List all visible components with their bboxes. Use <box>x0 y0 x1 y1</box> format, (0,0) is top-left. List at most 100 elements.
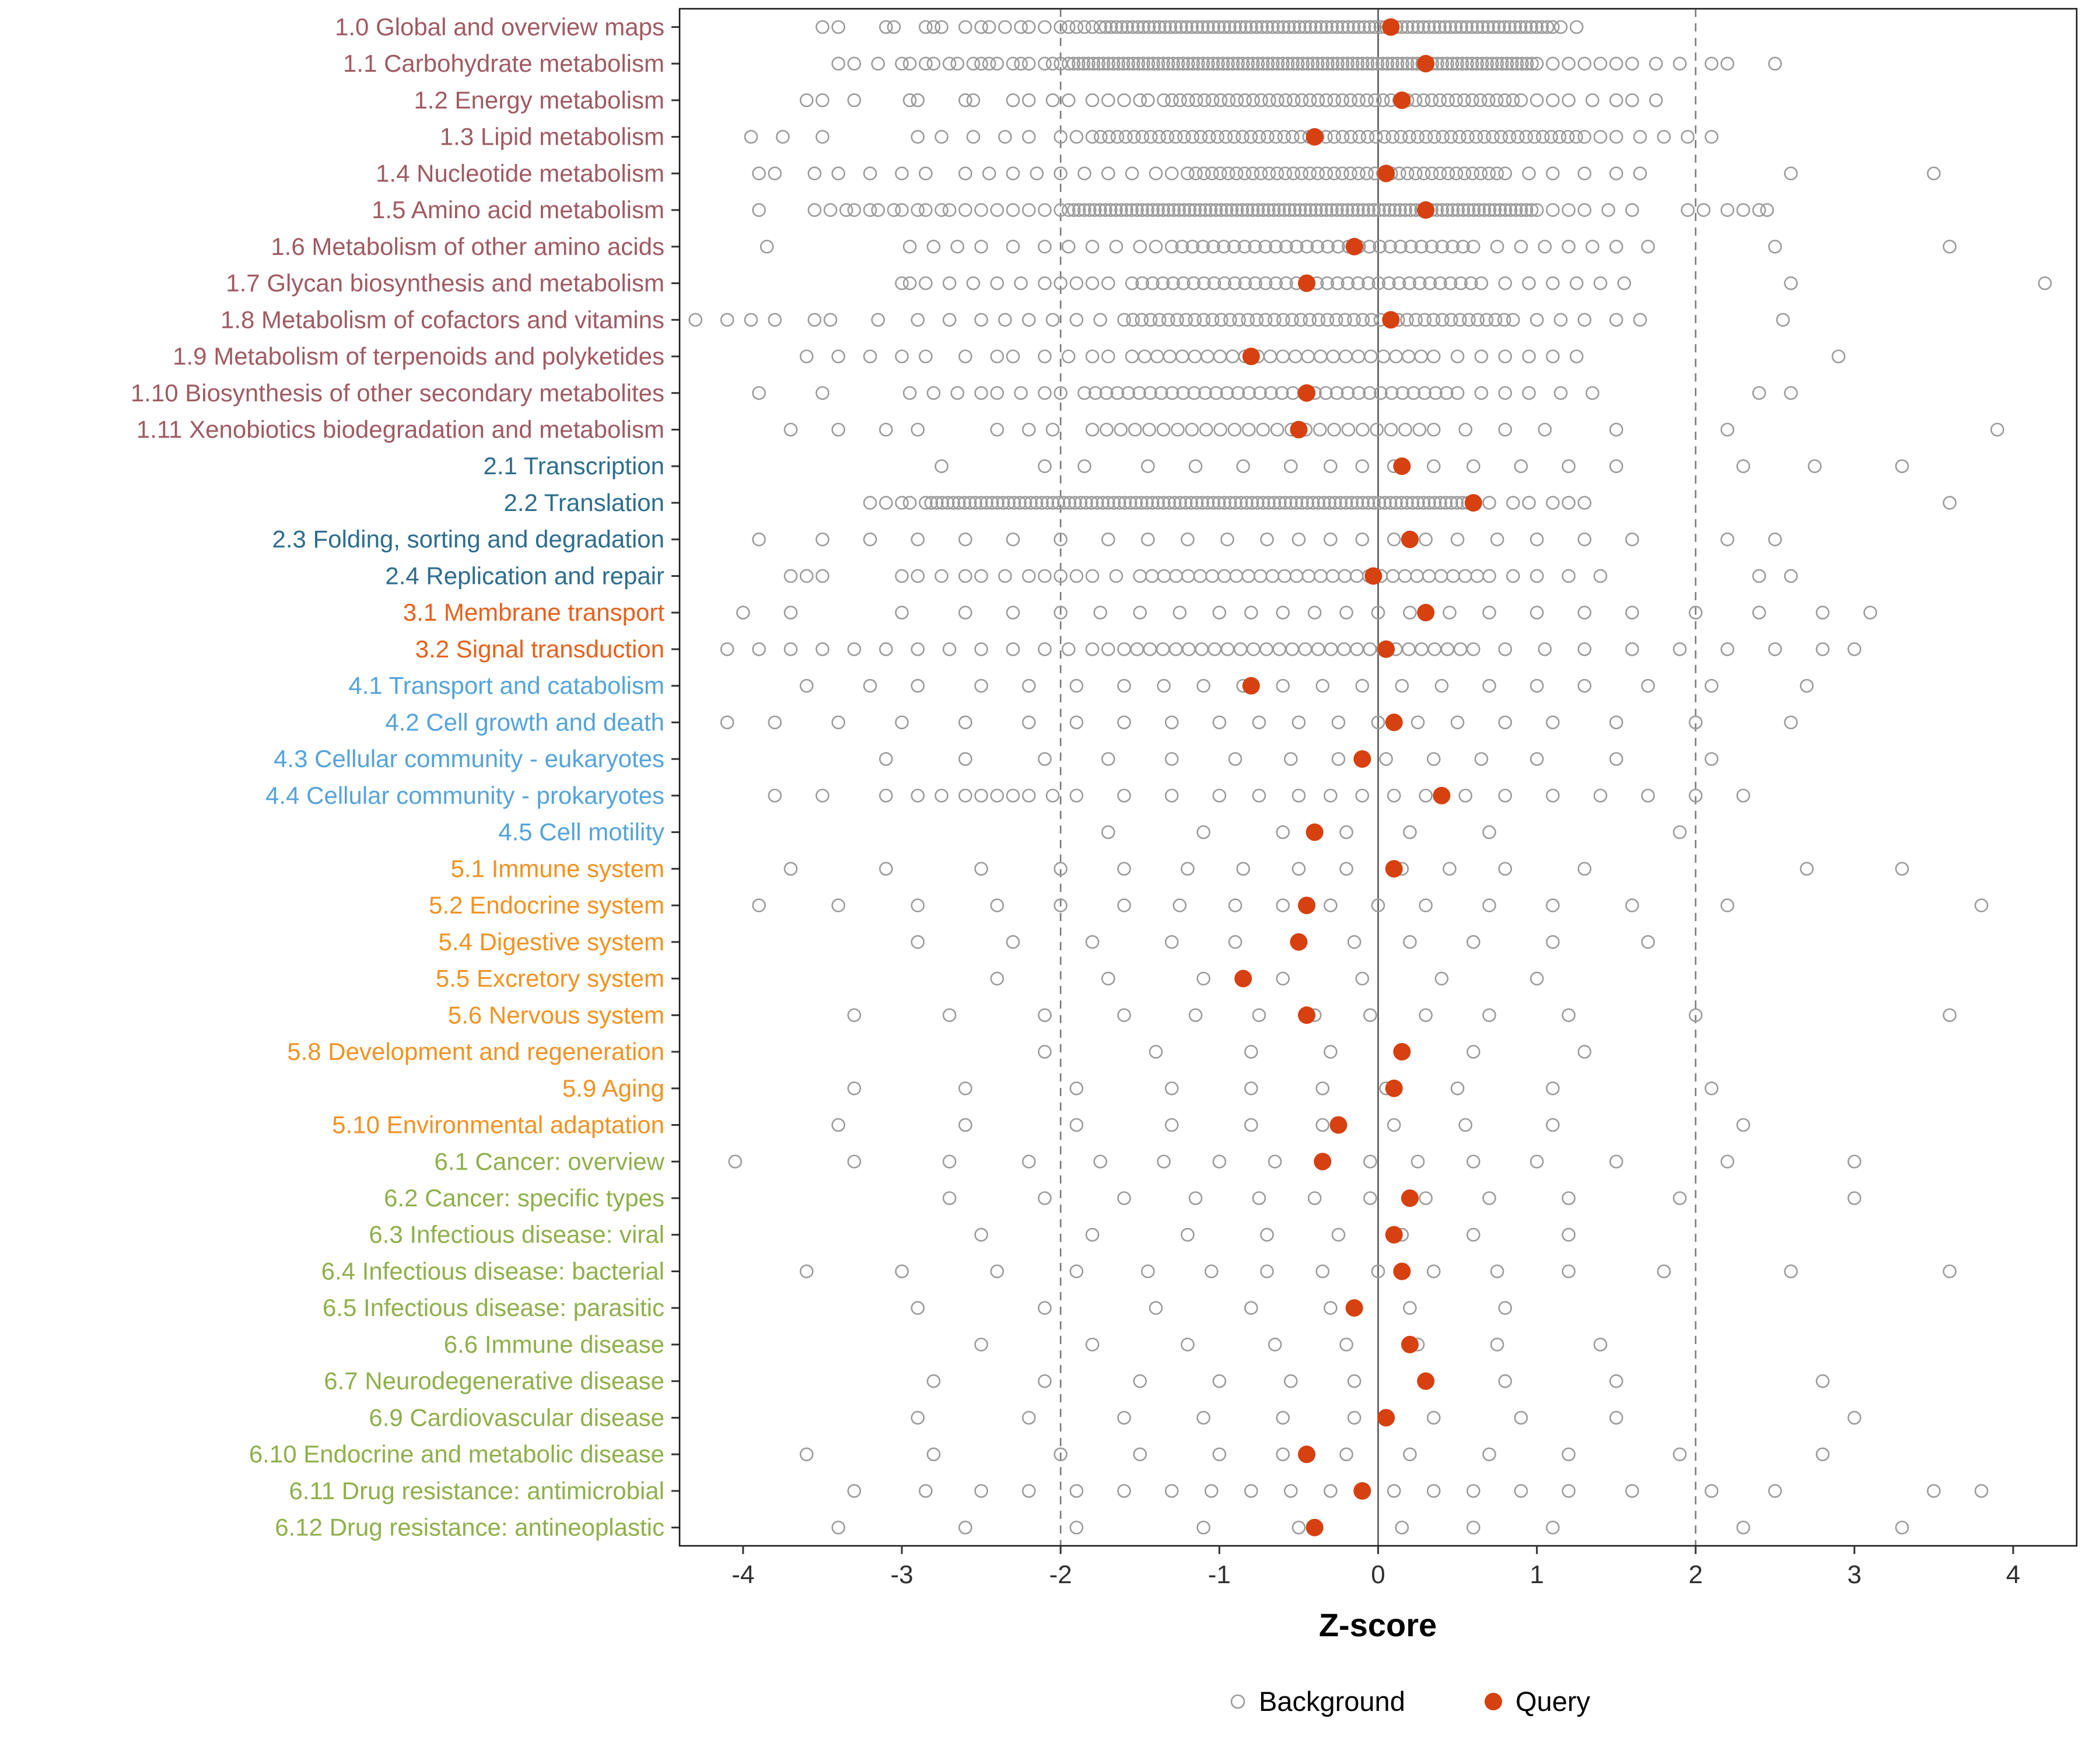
background-point <box>1006 606 1020 620</box>
background-point <box>1418 313 1432 327</box>
background-point <box>1204 1484 1219 1498</box>
background-point <box>1133 1374 1147 1388</box>
query-point <box>1306 128 1324 146</box>
background-point <box>1213 422 1227 437</box>
background-point <box>1345 496 1359 510</box>
background-point <box>1038 1374 1052 1388</box>
background-point <box>1200 496 1215 510</box>
background-point <box>1416 93 1431 107</box>
background-point <box>1121 57 1136 71</box>
background-point <box>1514 93 1528 107</box>
background-point <box>942 57 957 71</box>
background-point <box>1927 1484 1941 1498</box>
background-point <box>1181 93 1195 107</box>
background-point <box>1482 678 1496 693</box>
background-point <box>1609 130 1623 144</box>
background-point <box>1444 130 1458 144</box>
background-point <box>1458 569 1472 583</box>
background-point <box>1515 57 1529 71</box>
background-point <box>1077 386 1091 400</box>
background-point <box>990 789 1005 803</box>
background-point <box>1256 203 1270 217</box>
background-point <box>1171 57 1185 71</box>
background-point <box>911 422 925 437</box>
background-point <box>1187 386 1201 400</box>
background-point <box>1609 1374 1623 1388</box>
background-point <box>1228 935 1242 949</box>
background-point <box>1760 203 1774 217</box>
background-point <box>1088 386 1102 400</box>
background-point <box>1294 313 1308 327</box>
background-point <box>1497 20 1511 34</box>
background-point <box>1130 642 1144 656</box>
background-point <box>831 1118 845 1132</box>
background-point <box>958 349 972 363</box>
background-point <box>847 1484 862 1498</box>
background-point <box>1400 313 1414 327</box>
background-point <box>1069 1484 1084 1498</box>
background-point <box>1067 203 1081 217</box>
background-point <box>958 166 972 181</box>
background-point <box>1061 93 1076 107</box>
background-point <box>1498 862 1513 876</box>
background-point <box>1175 239 1189 254</box>
background-point <box>1360 166 1374 181</box>
background-point <box>1038 349 1052 363</box>
background-point <box>1593 130 1608 144</box>
background-point <box>1498 349 1513 363</box>
y-axis-label: 3.1 Membrane transport <box>403 598 665 626</box>
background-point <box>958 203 972 217</box>
background-point <box>799 1264 814 1279</box>
background-point <box>1312 422 1327 437</box>
background-point <box>1190 20 1205 34</box>
background-point <box>1784 569 1798 583</box>
background-point <box>1203 203 1218 217</box>
background-point <box>1546 496 1560 510</box>
background-point <box>783 422 798 437</box>
background-point <box>1460 20 1474 34</box>
background-point <box>1465 93 1479 107</box>
background-point <box>1546 1520 1560 1535</box>
background-point <box>1367 203 1381 217</box>
background-point <box>1689 715 1703 730</box>
background-point <box>728 1154 743 1169</box>
background-point <box>1296 57 1310 71</box>
y-axis-label: 6.5 Infectious disease: parasitic <box>323 1294 664 1321</box>
background-point <box>1173 496 1187 510</box>
background-point <box>1371 606 1385 620</box>
background-point <box>1335 20 1350 34</box>
background-point <box>1325 20 1339 34</box>
background-point <box>1157 93 1171 107</box>
background-point <box>1129 496 1143 510</box>
background-point <box>1286 93 1301 107</box>
background-point <box>911 1301 925 1315</box>
background-point <box>1657 130 1671 144</box>
background-point <box>1292 1520 1306 1535</box>
query-point <box>1298 274 1316 292</box>
background-point <box>1156 422 1171 437</box>
background-point <box>1506 313 1520 327</box>
background-point <box>1800 862 1814 876</box>
background-point <box>1672 825 1687 839</box>
background-point <box>1474 349 1489 363</box>
background-point <box>1284 459 1298 474</box>
background-point <box>1128 422 1142 437</box>
background-point <box>1244 1045 1258 1059</box>
background-point <box>1410 1154 1425 1169</box>
background-point <box>1276 349 1290 363</box>
background-point <box>1356 203 1370 217</box>
background-point <box>1217 496 1231 510</box>
background-point <box>1343 93 1357 107</box>
background-point <box>1260 1264 1274 1279</box>
background-point <box>1465 166 1480 181</box>
legend-query-label: Query <box>1516 1686 1590 1717</box>
background-point <box>1276 606 1290 620</box>
background-point <box>911 789 925 803</box>
background-point <box>1339 1338 1353 1352</box>
background-point <box>1476 20 1490 34</box>
background-point <box>1252 1008 1266 1023</box>
background-point <box>1398 203 1412 217</box>
background-point <box>1546 203 1560 217</box>
x-tick-label: 0 <box>1371 1560 1385 1589</box>
background-point <box>1258 313 1273 327</box>
